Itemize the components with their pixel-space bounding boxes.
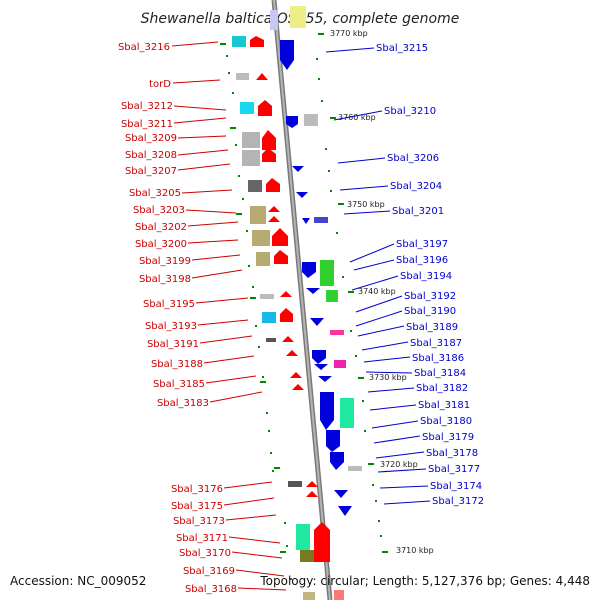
gene-label: Sbal_3168 — [185, 584, 237, 595]
reverse-gene-features — [270, 6, 362, 600]
gene-label: Sbal_3177 — [428, 464, 480, 475]
gene-label: Sbal_3212 — [121, 101, 173, 112]
gene-label: Sbal_3208 — [125, 150, 177, 161]
genome-backbone — [271, 0, 333, 600]
gene-label: Sbal_3181 — [418, 400, 470, 411]
gene-label: Sbal_3204 — [390, 181, 442, 192]
gene-label: Sbal_3170 — [179, 548, 231, 559]
tick-marks — [220, 33, 388, 553]
kbp-label: 3730 kbp — [369, 373, 407, 382]
kbp-label: 3740 kbp — [358, 287, 396, 296]
gene-label: Sbal_3210 — [384, 106, 436, 117]
gene-label: Sbal_3176 — [171, 484, 223, 495]
kbp-labels: 3770 kbp 3760 kbp 3750 kbp 3740 kbp 3730… — [330, 29, 434, 555]
genome-stats: Topology: circular; Length: 5,127,376 bp… — [259, 574, 590, 588]
gene-label: Sbal_3206 — [387, 153, 439, 164]
gene-label: Sbal_3173 — [173, 516, 225, 527]
gene-label: Sbal_3172 — [432, 496, 484, 507]
gene-label: Sbal_3186 — [412, 353, 464, 364]
left-gene-labels: Sbal_3216 torD Sbal_3212 Sbal_3211 Sbal_… — [118, 42, 237, 595]
gene-label: Sbal_3200 — [135, 239, 187, 250]
gene-label: Sbal_3196 — [396, 255, 448, 266]
gene-label: Sbal_3189 — [406, 322, 458, 333]
gene-label: Sbal_3190 — [404, 306, 456, 317]
kbp-label: 3750 kbp — [347, 200, 385, 209]
gene-label: Sbal_3194 — [400, 271, 452, 282]
gene-label: Sbal_3182 — [416, 383, 468, 394]
gene-label: Sbal_3197 — [396, 239, 448, 250]
gene-label: Sbal_3183 — [157, 398, 209, 409]
gene-label: Sbal_3188 — [151, 359, 203, 370]
right-gene-labels: Sbal_3215 Sbal_3210 Sbal_3206 Sbal_3204 … — [376, 43, 484, 507]
gene-label: Sbal_3198 — [139, 274, 191, 285]
gene-label: Sbal_3216 — [118, 42, 170, 53]
gene-label: Sbal_3180 — [420, 416, 472, 427]
gene-label: Sbal_3207 — [125, 166, 177, 177]
kbp-label: 3760 kbp — [338, 113, 376, 122]
left-leader-lines — [171, 41, 287, 591]
kbp-label: 3710 kbp — [396, 546, 434, 555]
gene-label: Sbal_3209 — [125, 133, 177, 144]
gene-label: Sbal_3202 — [135, 222, 187, 233]
tick-dots — [226, 55, 382, 580]
gene-label: Sbal_3193 — [145, 321, 197, 332]
kbp-label: 3770 kbp — [330, 29, 368, 38]
gene-label: Sbal_3205 — [129, 188, 181, 199]
gene-label: Sbal_3185 — [153, 379, 205, 390]
gene-label: Sbal_3191 — [147, 339, 199, 350]
accession-label: Accession: NC_009052 — [10, 574, 146, 588]
gene-label: Sbal_3184 — [414, 368, 466, 379]
gene-label: torD — [149, 79, 171, 90]
gene-label: Sbal_3201 — [392, 206, 444, 217]
gene-label: Sbal_3195 — [143, 299, 195, 310]
kbp-label: 3720 kbp — [380, 460, 418, 469]
gene-label: Sbal_3171 — [176, 533, 228, 544]
gene-label: Sbal_3187 — [410, 338, 462, 349]
gene-label: Sbal_3192 — [404, 291, 456, 302]
gene-label: Sbal_3199 — [139, 256, 191, 267]
gene-label: Sbal_3203 — [133, 205, 185, 216]
gene-label: Sbal_3169 — [183, 566, 235, 577]
forward-gene-features — [232, 36, 330, 600]
gene-label: Sbal_3179 — [422, 432, 474, 443]
gene-label: Sbal_3211 — [121, 119, 173, 130]
gene-label: Sbal_3174 — [430, 481, 482, 492]
right-leader-lines — [325, 47, 431, 505]
gene-label: Sbal_3175 — [171, 501, 223, 512]
gene-label: Sbal_3178 — [426, 448, 478, 459]
gene-label: Sbal_3215 — [376, 43, 428, 54]
